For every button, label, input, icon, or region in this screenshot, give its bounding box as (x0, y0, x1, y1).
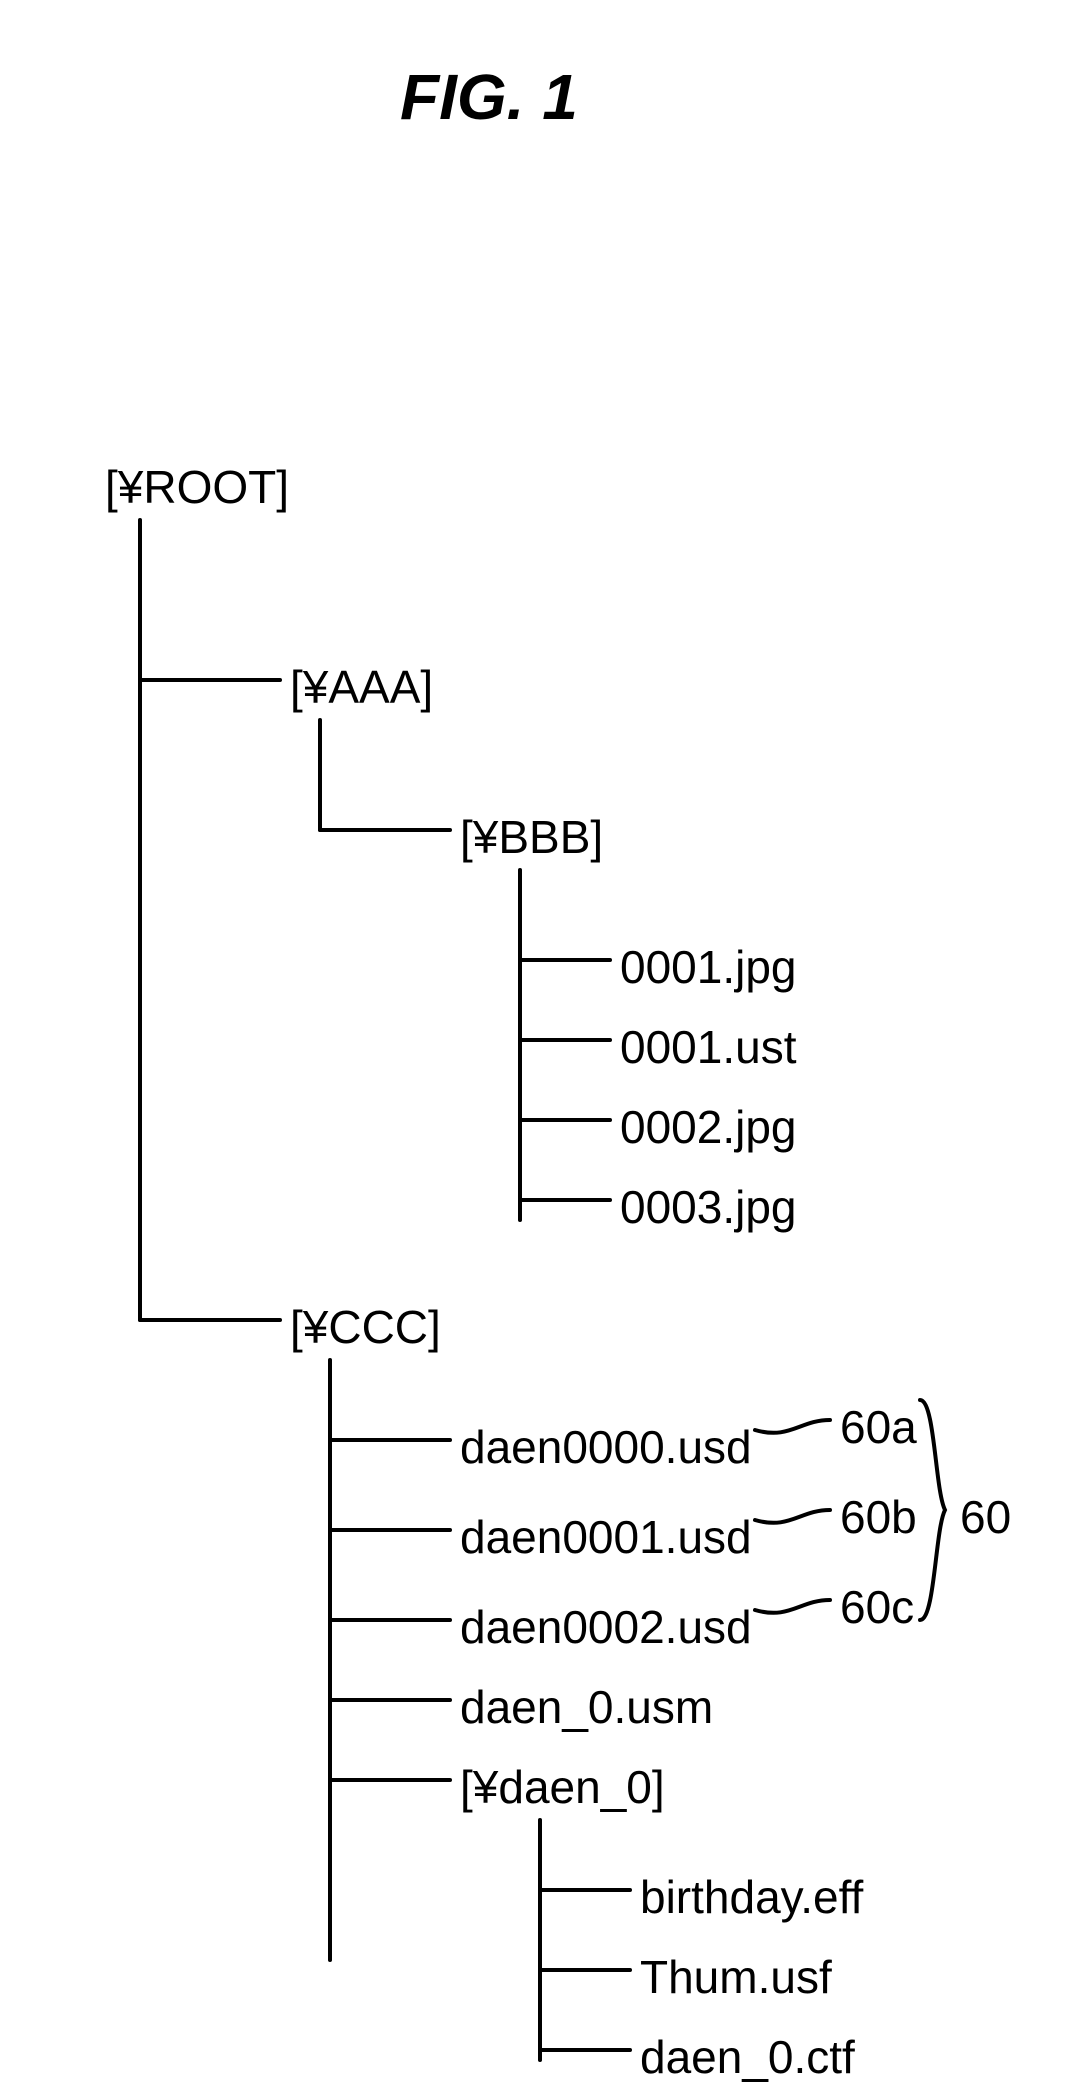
file-c3: daen0002.usd (460, 1600, 752, 1654)
file-d2: Thum.usf (640, 1950, 832, 2004)
node-ccc: [¥CCC] (290, 1300, 441, 1354)
file-c4: daen_0.usm (460, 1680, 713, 1734)
node-c5: [¥daen_0] (460, 1760, 665, 1814)
file-b1: 0001.jpg (620, 940, 797, 994)
file-c2: daen0001.usd (460, 1510, 752, 1564)
tree-lines (140, 520, 630, 2060)
file-b2: 0001.ust (620, 1020, 796, 1074)
brace-60 (920, 1400, 945, 1620)
file-d1: birthday.eff (640, 1870, 863, 1924)
node-root: [¥ROOT] (105, 460, 289, 514)
file-b4: 0003.jpg (620, 1180, 797, 1234)
reference-leader-lines (755, 1420, 830, 1613)
file-b3: 0002.jpg (620, 1100, 797, 1154)
node-bbb: [¥BBB] (460, 810, 603, 864)
ref-60b: 60b (840, 1490, 917, 1544)
ref-60: 60 (960, 1490, 1011, 1544)
node-aaa: [¥AAA] (290, 660, 433, 714)
diagram-page: FIG. 1 [¥ROOT] [¥AAA] [¥BBB] 0001.jpg 00… (0, 0, 1073, 2077)
ref-60a: 60a (840, 1400, 917, 1454)
file-d3: daen_0.ctf (640, 2030, 855, 2084)
file-c1: daen0000.usd (460, 1420, 752, 1474)
ref-60c: 60c (840, 1580, 914, 1634)
